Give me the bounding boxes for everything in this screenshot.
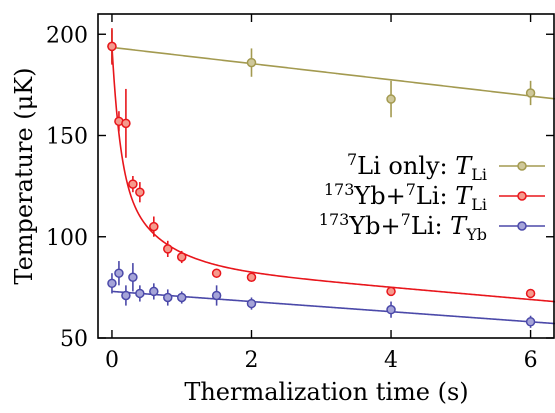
- data-point: [386, 286, 396, 297]
- fit-curve: [111, 46, 555, 303]
- legend-label: 173Yb+7Li: TLi: [324, 180, 487, 214]
- x-tick-label: 2: [244, 348, 258, 373]
- data-point: [246, 298, 257, 309]
- x-axis-label: Thermalization time (s): [184, 378, 468, 406]
- data-point: [525, 288, 536, 299]
- data-point: [246, 57, 257, 68]
- data-point: [149, 286, 159, 297]
- y-axis-label: Temperature (μK): [10, 67, 38, 284]
- data-point: [121, 118, 131, 129]
- data-point: [386, 304, 396, 315]
- data-point: [114, 268, 124, 278]
- data-point: [149, 221, 159, 232]
- legend-marker: [517, 191, 527, 201]
- legend-marker: [517, 221, 527, 231]
- data-point: [163, 244, 173, 254]
- y-tick-label: 50: [60, 327, 88, 352]
- data-point: [128, 272, 138, 282]
- axis-ticks: 0 2 4 6 50 100 150 200: [46, 14, 554, 373]
- x-tick-label: 0: [105, 348, 119, 373]
- data-point: [176, 252, 187, 262]
- legend-label: 7Li only: TLi: [347, 150, 487, 184]
- data-points: [107, 28, 536, 328]
- fit-curve: [111, 46, 555, 100]
- x-tick-label: 4: [384, 348, 398, 373]
- data-point: [107, 278, 117, 289]
- data-point: [135, 288, 145, 299]
- plot-frame: [97, 13, 555, 339]
- data-point: [211, 268, 222, 278]
- y-tick-label: 100: [46, 226, 88, 251]
- x-tick-label: 6: [524, 348, 538, 373]
- data-point: [135, 187, 145, 197]
- data-point: [525, 317, 536, 327]
- data-point: [163, 292, 173, 303]
- data-point: [128, 179, 138, 189]
- legend-label: 173Yb+7Li: TYb: [319, 210, 487, 244]
- data-point: [176, 292, 187, 303]
- y-tick-label: 150: [46, 125, 88, 150]
- y-tick-label: 200: [46, 23, 88, 48]
- data-point: [107, 41, 117, 52]
- data-point: [121, 290, 131, 301]
- data-point: [525, 88, 536, 98]
- data-point: [211, 290, 222, 301]
- legend-marker: [517, 161, 527, 171]
- data-point: [386, 94, 396, 104]
- data-point: [246, 272, 257, 282]
